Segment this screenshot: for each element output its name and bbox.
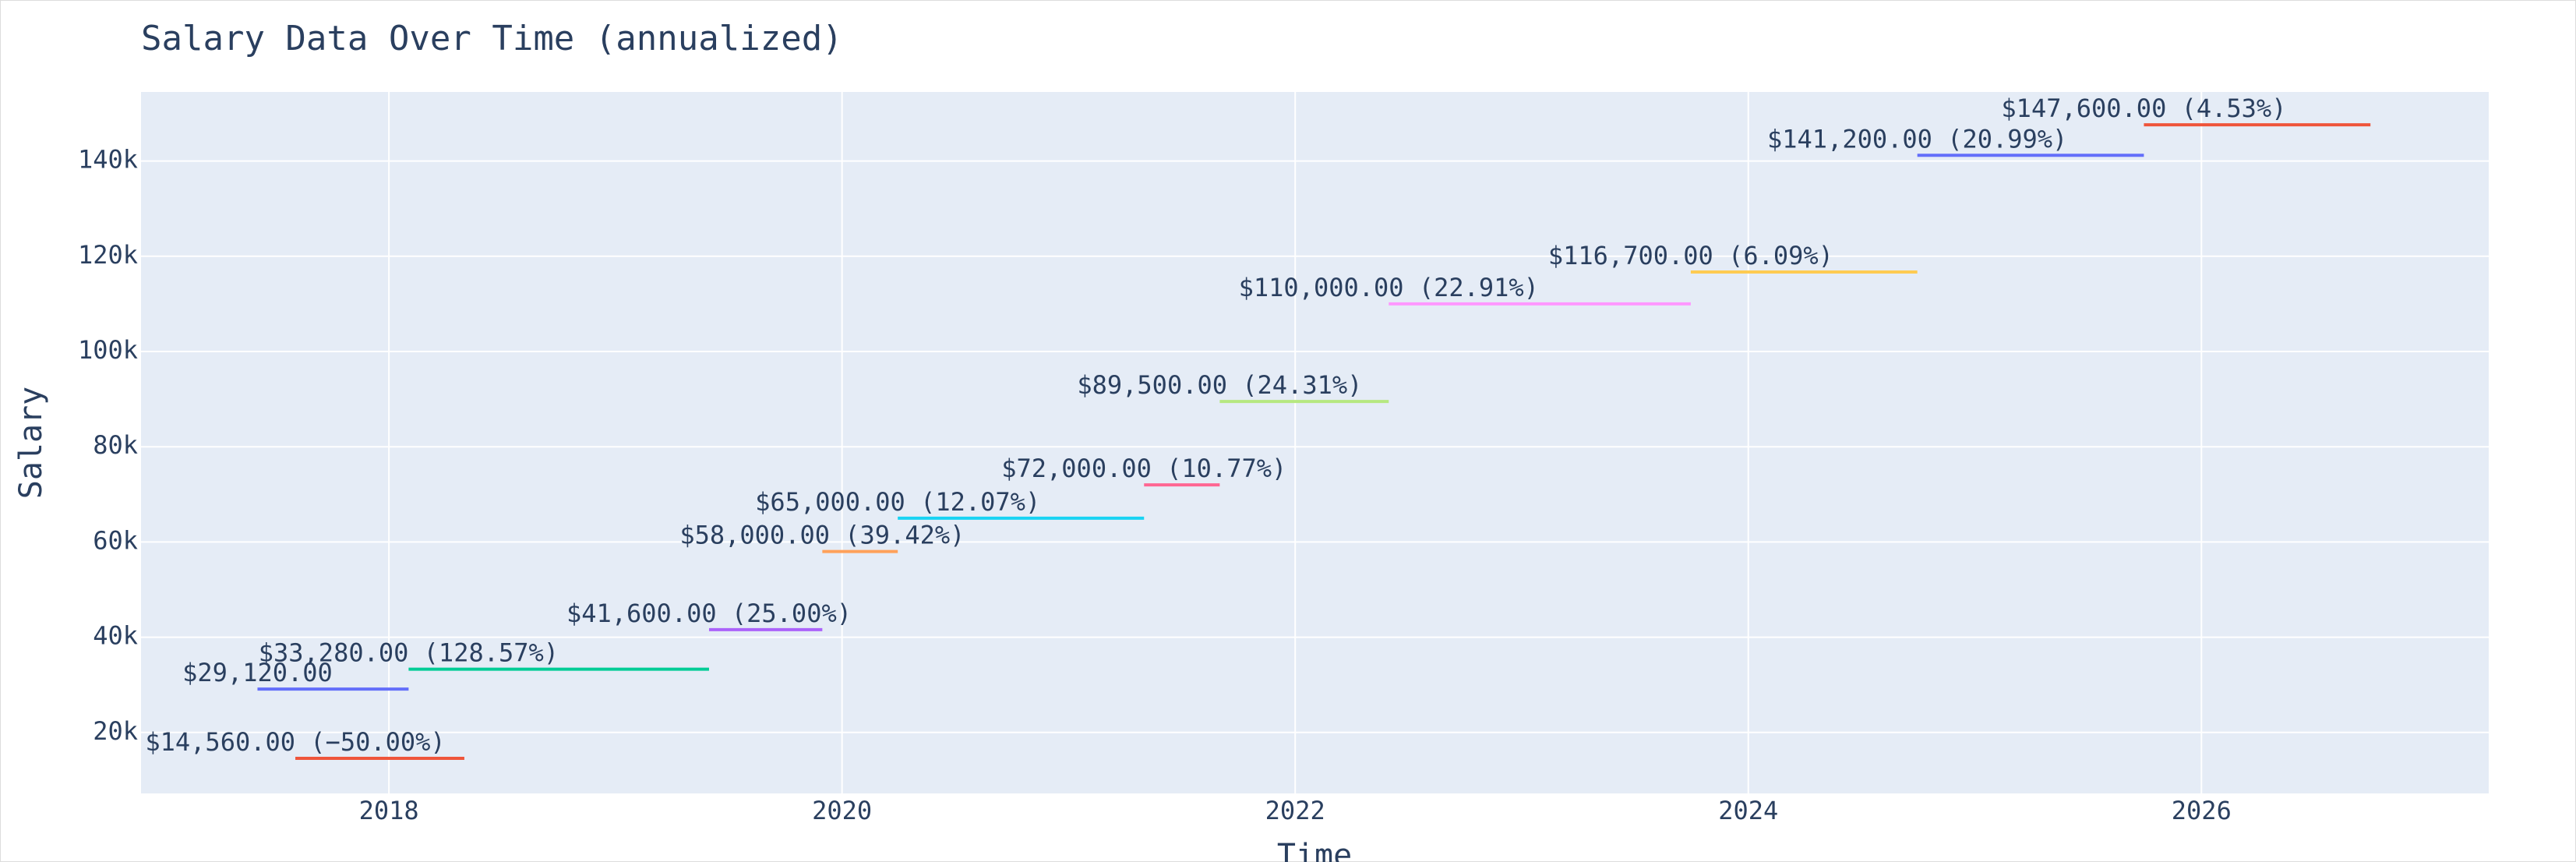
- x-axis-title: Time: [1277, 838, 1352, 862]
- value-label: $14,560.00 (−50.00%): [145, 727, 445, 757]
- value-label: $29,120.00: [182, 658, 333, 687]
- value-label: $72,000.00 (10.77%): [1001, 454, 1286, 483]
- value-label: $58,000.00 (39.42%): [679, 521, 965, 550]
- y-axis-title: Salary: [13, 387, 49, 500]
- y-tick-label: 80k: [93, 430, 138, 460]
- value-label: $116,700.00 (6.09%): [1548, 241, 1833, 270]
- value-label: $110,000.00 (22.91%): [1239, 273, 1539, 302]
- value-label: $141,200.00 (20.99%): [1767, 124, 2067, 154]
- value-label: $89,500.00 (24.31%): [1077, 370, 1362, 400]
- x-tick-label: 2018: [359, 796, 419, 825]
- x-tick-label: 2020: [812, 796, 872, 825]
- x-tick-label: 2026: [2172, 796, 2232, 825]
- y-tick-label: 100k: [78, 335, 138, 365]
- x-tick-label: 2024: [1718, 796, 1778, 825]
- value-label: $147,600.00 (4.53%): [2001, 94, 2286, 123]
- y-tick-label: 60k: [93, 525, 138, 555]
- plot-area: [141, 92, 2489, 793]
- value-label: $65,000.00 (12.07%): [755, 487, 1040, 517]
- x-tick-label: 2022: [1265, 796, 1325, 825]
- y-tick-label: 40k: [93, 621, 138, 651]
- y-tick-label: 120k: [78, 240, 138, 270]
- y-tick-label: 140k: [78, 145, 138, 175]
- y-tick-label: 20k: [93, 716, 138, 746]
- value-label: $33,280.00 (128.57%): [259, 638, 559, 668]
- value-label: $41,600.00 (25.00%): [566, 599, 852, 628]
- chart-title: Salary Data Over Time (annualized): [141, 19, 843, 58]
